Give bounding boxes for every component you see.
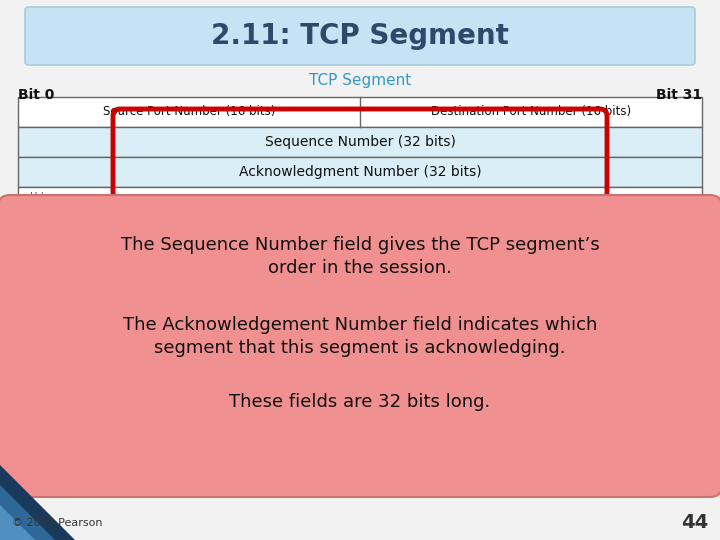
Text: Bit 0: Bit 0 [18, 88, 55, 102]
Text: The Sequence Number field gives the TCP segment’s: The Sequence Number field gives the TCP … [121, 236, 599, 254]
Text: 44: 44 [680, 513, 708, 532]
Text: order in the session.: order in the session. [268, 259, 452, 277]
Text: 2.11: TCP Segment: 2.11: TCP Segment [211, 22, 509, 50]
Polygon shape [0, 465, 75, 540]
Text: Acknowledgment Number (32 bits): Acknowledgment Number (32 bits) [239, 165, 481, 179]
Text: Bit 31: Bit 31 [656, 88, 702, 102]
Bar [18, 157, 702, 187]
Bar [18, 97, 702, 127]
Polygon shape [0, 485, 55, 540]
Text: Source Port Number (16 bits): Source Port Number (16 bits) [103, 105, 275, 118]
Bar [18, 127, 702, 157]
Text: Destination Port Number (16 bits): Destination Port Number (16 bits) [431, 105, 631, 118]
Text: Sequence Number (32 bits): Sequence Number (32 bits) [264, 135, 456, 149]
Polygon shape [0, 505, 35, 540]
FancyBboxPatch shape [25, 7, 695, 65]
FancyBboxPatch shape [0, 195, 720, 497]
Text: These fields are 32 bits long.: These fields are 32 bits long. [230, 393, 490, 411]
Text: TCP Segment: TCP Segment [309, 72, 411, 87]
Text: segment that this segment is acknowledging.: segment that this segment is acknowledgi… [154, 339, 566, 357]
Text: The Acknowledgement Number field indicates which: The Acknowledgement Number field indicat… [123, 316, 597, 334]
Text: © 2013 Pearson: © 2013 Pearson [12, 518, 102, 528]
Text: Hdr: Hdr [30, 192, 48, 202]
Bar [18, 187, 702, 207]
